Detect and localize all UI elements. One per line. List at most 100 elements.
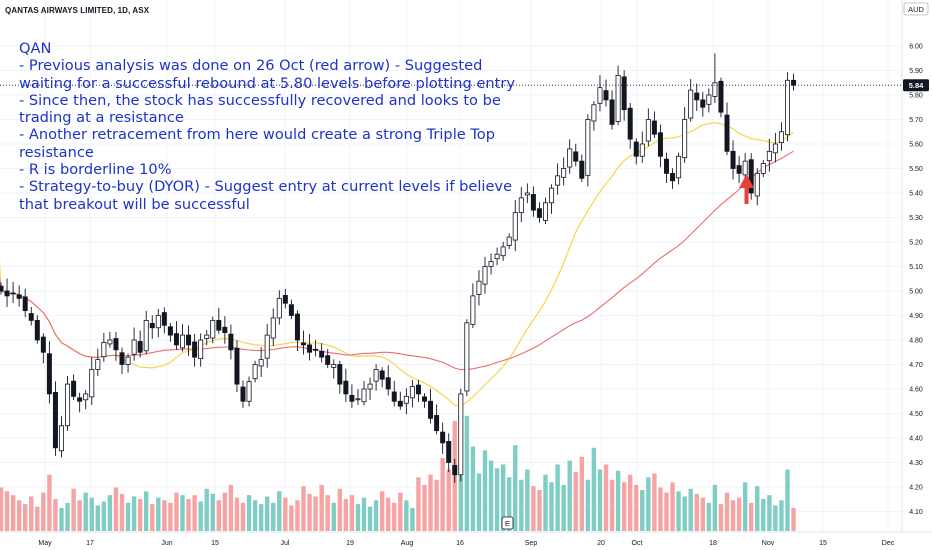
volume-bar (736, 497, 742, 531)
volume-bar (682, 496, 687, 531)
volume-bar (271, 502, 276, 531)
candle (645, 119, 651, 142)
candle (670, 172, 676, 182)
candle (379, 370, 385, 380)
candlesticks (0, 53, 797, 483)
time-tick-label: Sep (525, 540, 538, 547)
volume-bar (301, 486, 306, 531)
volume-bar (446, 469, 451, 531)
candle (651, 120, 657, 135)
candle (294, 313, 300, 341)
price-tick-label: 5.40 (909, 191, 923, 198)
volume-bar (700, 497, 705, 531)
candle (409, 386, 415, 399)
candle (730, 150, 736, 169)
candle (28, 313, 34, 321)
volume-bar (0, 487, 4, 531)
candle (313, 348, 319, 351)
candle (355, 398, 361, 401)
volume-bar (494, 468, 500, 531)
volume-bar (180, 495, 185, 531)
time-tick-label: May (38, 540, 52, 547)
candle (736, 165, 742, 174)
candle (210, 319, 216, 339)
volume-bar (168, 502, 173, 531)
candle (391, 391, 397, 402)
candle (34, 319, 40, 341)
candle (155, 315, 161, 329)
volume-bar (77, 500, 82, 531)
candle (325, 355, 331, 365)
volume-bar (712, 484, 718, 531)
analysis-note: QAN - Previous analysis was done on 26 O… (19, 40, 539, 213)
candle (40, 336, 46, 353)
volume-bar (107, 495, 113, 531)
candle (482, 266, 488, 285)
price-tick-label: 4.90 (909, 313, 923, 320)
volume-bar (162, 500, 167, 531)
volume-bar (761, 499, 766, 531)
candle (83, 393, 89, 401)
candle (113, 338, 119, 351)
time-tick-label: Dec (882, 540, 895, 547)
currency-label: AUD (908, 5, 924, 14)
volume-bar (694, 493, 699, 531)
candle (500, 246, 506, 257)
candle (349, 394, 355, 402)
volume-bar (258, 504, 264, 531)
candle (204, 334, 210, 339)
volume-bar (307, 493, 312, 531)
candle (264, 334, 270, 359)
candle (119, 352, 125, 365)
volume-bar (277, 491, 282, 531)
price-tick-label: 5.60 (909, 142, 923, 149)
note-line: - R is borderline 10% (19, 161, 172, 179)
time-axis-panel[interactable] (0, 532, 902, 550)
arrow-shaft (744, 186, 749, 204)
candle (754, 172, 760, 197)
volume-bar (289, 505, 294, 531)
volume-bar (283, 497, 288, 531)
candle (694, 92, 700, 101)
price-axis-panel[interactable] (902, 0, 932, 550)
volume-bar (676, 491, 681, 531)
arrow-head (739, 174, 754, 188)
volume-bar (156, 497, 161, 531)
candle (228, 333, 234, 351)
volume-bar (10, 495, 16, 531)
price-tick-label: 4.50 (909, 411, 923, 418)
candle (676, 155, 682, 179)
volume-bar (204, 488, 209, 531)
candle (657, 132, 663, 157)
volume-bar (313, 496, 318, 531)
candle (131, 339, 137, 355)
candle (567, 148, 573, 168)
volume-bar (404, 500, 409, 531)
candle (300, 342, 306, 346)
volume-bar (379, 491, 385, 531)
volume-bar (585, 479, 591, 531)
time-tick-label: Oct (632, 540, 643, 547)
volume-bar (422, 484, 427, 531)
currency-badge[interactable] (903, 2, 929, 16)
candle (621, 76, 627, 111)
candle (549, 187, 555, 204)
candle (440, 431, 446, 444)
candle (101, 342, 107, 358)
earnings-marker[interactable]: E (501, 516, 514, 530)
volume-bar (615, 470, 621, 531)
volume-bar (567, 460, 572, 531)
candle (282, 295, 288, 304)
volume-bar (47, 474, 52, 531)
volume-bar (23, 504, 28, 531)
candle (682, 119, 688, 159)
last-price-label: 5.84 (903, 79, 929, 92)
note-line: - Since then, the stock has successfully… (19, 91, 501, 127)
volume-bar (101, 501, 107, 531)
volume-bar (658, 487, 663, 531)
candle (373, 368, 379, 382)
volume-bar (343, 499, 349, 531)
candle (639, 143, 645, 157)
volume-bar (222, 492, 228, 531)
